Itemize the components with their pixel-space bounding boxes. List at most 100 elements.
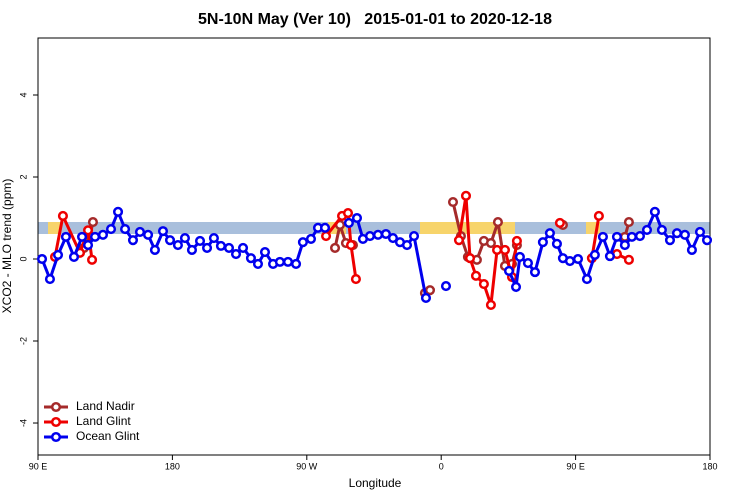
- point: [514, 251, 525, 263]
- point: [87, 217, 99, 228]
- point: [464, 253, 476, 264]
- point: [593, 210, 604, 222]
- point: [157, 226, 169, 237]
- y-tick-label: 4: [18, 92, 28, 97]
- point: [364, 230, 376, 242]
- point: [36, 253, 48, 265]
- point: [179, 233, 190, 244]
- x-tick-label: 180: [702, 461, 717, 471]
- point: [694, 226, 706, 237]
- point: [564, 256, 575, 267]
- point: [87, 254, 98, 265]
- point: [321, 230, 332, 242]
- point: [252, 258, 264, 269]
- point: [597, 231, 608, 242]
- point: [589, 249, 600, 260]
- point: [485, 237, 496, 249]
- point: [319, 222, 331, 233]
- plot-frame: [37, 37, 711, 456]
- point: [68, 251, 80, 263]
- x-tick-label: 0: [439, 461, 444, 471]
- point: [478, 278, 489, 290]
- point: [440, 281, 452, 292]
- point: [290, 258, 302, 269]
- x-axis-label: Longitude: [349, 476, 402, 490]
- legend-label: Land Nadir: [76, 399, 135, 413]
- point: [127, 235, 139, 246]
- point: [372, 229, 384, 240]
- point: [485, 299, 496, 310]
- point: [537, 237, 548, 248]
- y-tick-label: -4: [18, 419, 28, 427]
- point: [329, 242, 341, 253]
- legend-marker: [50, 401, 62, 413]
- point: [237, 242, 249, 253]
- point: [671, 228, 683, 239]
- point: [194, 235, 206, 247]
- point: [149, 244, 160, 256]
- point: [380, 228, 391, 240]
- chart-title: 5N-10N May (Ver 10) 2015-01-01 to 2020-1…: [198, 11, 552, 28]
- point: [44, 274, 55, 285]
- point: [186, 244, 198, 256]
- point: [112, 206, 124, 217]
- point: [172, 240, 183, 251]
- point: [460, 190, 472, 201]
- point: [544, 228, 555, 239]
- point: [641, 224, 653, 235]
- point: [408, 230, 420, 242]
- point: [342, 208, 354, 219]
- point: [664, 235, 676, 246]
- point: [503, 265, 515, 276]
- point: [453, 235, 465, 246]
- point: [572, 253, 584, 265]
- point: [634, 230, 646, 242]
- point: [424, 285, 436, 296]
- point: [626, 231, 637, 242]
- point: [510, 281, 522, 292]
- point: [343, 217, 354, 228]
- point: [554, 217, 565, 228]
- point: [57, 210, 68, 222]
- point: [401, 240, 413, 251]
- point: [492, 244, 503, 256]
- point: [623, 217, 634, 228]
- point: [492, 217, 503, 228]
- point: [679, 229, 690, 240]
- y-tick-label: 0: [18, 256, 28, 261]
- point: [529, 267, 541, 278]
- point: [305, 233, 317, 244]
- x-tick-label: 90 E: [566, 461, 585, 471]
- y-tick-label: -2: [18, 337, 28, 345]
- point: [701, 235, 713, 246]
- point: [297, 237, 308, 248]
- point: [164, 235, 176, 246]
- point: [350, 274, 361, 285]
- land-band: [48, 222, 60, 234]
- ocean-band: [38, 222, 710, 234]
- point: [447, 196, 459, 208]
- point: [105, 224, 117, 235]
- point: [611, 231, 623, 242]
- point: [282, 256, 294, 267]
- point: [623, 254, 634, 265]
- x-tick-label: 90 E: [29, 461, 48, 471]
- point: [274, 256, 285, 267]
- point: [345, 240, 357, 251]
- point: [387, 233, 399, 244]
- point: [143, 229, 154, 240]
- point: [97, 229, 109, 240]
- point: [420, 292, 432, 304]
- point: [89, 231, 101, 242]
- point: [522, 258, 534, 269]
- legend-label: Ocean Glint: [76, 429, 140, 443]
- point: [82, 225, 94, 236]
- point: [208, 233, 219, 244]
- point: [351, 212, 363, 224]
- y-tick-label: 2: [18, 174, 28, 179]
- point: [201, 242, 213, 253]
- point: [470, 270, 482, 281]
- point: [230, 249, 242, 260]
- point: [686, 244, 697, 256]
- y-axis-label: XCO2 - MLO trend (ppm): [0, 179, 14, 314]
